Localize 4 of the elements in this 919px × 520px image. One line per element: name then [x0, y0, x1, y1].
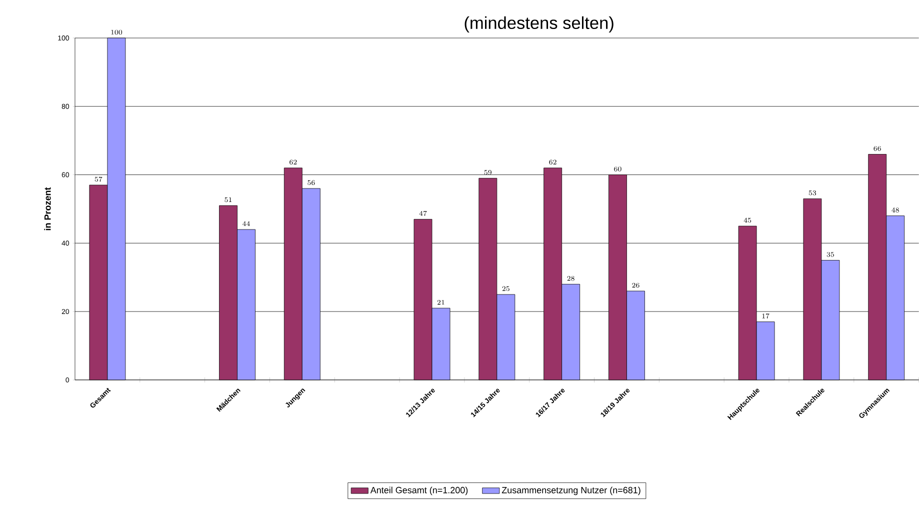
legend-label: Zusammensetzung Nutzer (n=681) [502, 486, 640, 496]
y-axis-title: in Prozent [44, 187, 51, 230]
chart-title: (mindestens selten) [464, 16, 614, 33]
legend-label: Anteil Gesamt (n=1.200) [370, 486, 468, 496]
